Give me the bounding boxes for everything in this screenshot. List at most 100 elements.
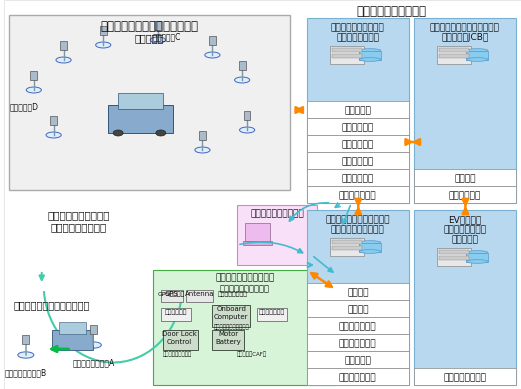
Text: オンボードコンピュータ: オンボードコンピュータ xyxy=(214,324,249,329)
Bar xyxy=(307,317,409,334)
Text: GPS: GPS xyxy=(165,291,179,297)
Text: Antenna: Antenna xyxy=(185,291,214,297)
Bar xyxy=(307,283,409,300)
Bar xyxy=(359,51,381,60)
Ellipse shape xyxy=(26,87,41,93)
Text: 急速充電器C: 急速充電器C xyxy=(153,32,181,41)
Bar xyxy=(161,308,191,321)
Ellipse shape xyxy=(359,250,381,253)
Bar xyxy=(245,223,270,241)
Text: 予約管理: 予約管理 xyxy=(347,288,368,297)
Ellipse shape xyxy=(466,260,488,263)
Bar xyxy=(22,335,29,344)
Text: 車載電話アンテナ: 車載電話アンテナ xyxy=(217,291,247,296)
Bar xyxy=(439,256,469,260)
Bar xyxy=(307,169,409,186)
Bar xyxy=(307,18,409,203)
Bar xyxy=(50,116,57,125)
Ellipse shape xyxy=(205,52,220,58)
Text: システム（JCB）: システム（JCB） xyxy=(441,33,489,42)
Bar xyxy=(439,54,469,58)
Ellipse shape xyxy=(359,58,381,61)
Ellipse shape xyxy=(240,127,255,133)
Ellipse shape xyxy=(466,251,488,254)
Bar xyxy=(199,131,206,140)
Text: 情報提供システム: 情報提供システム xyxy=(443,225,487,234)
Text: （元の場所に返却）: （元の場所に返却） xyxy=(51,222,107,232)
Bar xyxy=(161,290,183,302)
Bar xyxy=(332,54,362,58)
Text: 車両管理: 車両管理 xyxy=(347,305,368,314)
Ellipse shape xyxy=(359,241,381,244)
Bar xyxy=(332,246,362,250)
Text: 大阪充電インフラネットワーク: 大阪充電インフラネットワーク xyxy=(101,20,199,33)
Bar xyxy=(52,330,93,350)
Bar xyxy=(359,242,381,252)
Bar xyxy=(244,111,251,120)
Ellipse shape xyxy=(195,147,210,153)
Bar xyxy=(185,290,214,302)
Text: （オリックス自動車）: （オリックス自動車） xyxy=(331,225,384,234)
Text: 乗員情報（CAF）: 乗員情報（CAF） xyxy=(237,351,267,357)
Text: 駐車場管理: 駐車場管理 xyxy=(344,356,371,365)
Text: 貸出・返却管理: 貸出・返却管理 xyxy=(339,322,377,331)
Text: カードリーダー: カードリーダー xyxy=(259,309,285,315)
Bar xyxy=(163,330,197,350)
Text: キーボックス: キーボックス xyxy=(165,309,187,315)
Bar xyxy=(307,368,409,385)
Bar xyxy=(437,248,471,266)
Ellipse shape xyxy=(466,58,488,61)
Bar xyxy=(209,36,216,45)
Text: （大阪府）: （大阪府） xyxy=(135,33,164,43)
Text: Door Lock: Door Lock xyxy=(162,331,197,337)
Text: Motor: Motor xyxy=(218,331,238,337)
Ellipse shape xyxy=(56,57,71,63)
Bar xyxy=(437,46,471,64)
Text: 充電情報管理: 充電情報管理 xyxy=(342,140,374,149)
Bar xyxy=(100,26,107,35)
Text: データ連携機能: データ連携機能 xyxy=(339,373,377,382)
Bar xyxy=(414,18,516,203)
Bar xyxy=(414,169,516,186)
Ellipse shape xyxy=(234,77,250,83)
Ellipse shape xyxy=(466,49,488,52)
Bar xyxy=(153,270,337,385)
Bar xyxy=(414,210,516,385)
Bar xyxy=(307,152,409,169)
Bar xyxy=(154,21,161,30)
Text: 充電インフラシステム: 充電インフラシステム xyxy=(331,23,384,32)
Text: 会員管理: 会員管理 xyxy=(454,174,476,183)
Bar xyxy=(307,135,409,152)
Text: カーシェアリングシステム: カーシェアリングシステム xyxy=(326,215,390,224)
Bar xyxy=(108,105,172,133)
Text: ラウンドトリップ利用: ラウンドトリップ利用 xyxy=(47,210,110,220)
Text: Onboard: Onboard xyxy=(216,306,246,312)
Text: センターシステム連携: センターシステム連携 xyxy=(356,5,426,18)
Bar xyxy=(330,238,364,256)
Bar xyxy=(330,46,364,64)
Ellipse shape xyxy=(156,130,166,136)
Text: ワンウェイ管理: ワンウェイ管理 xyxy=(339,339,377,348)
Bar xyxy=(118,93,163,109)
Bar xyxy=(307,351,409,368)
Ellipse shape xyxy=(96,42,111,48)
Bar xyxy=(257,308,287,321)
Text: ワンウェイ利用（乗り捨て）: ワンウェイ利用（乗り捨て） xyxy=(14,300,90,310)
Text: 情報提供機能: 情報提供機能 xyxy=(342,157,374,166)
Bar xyxy=(307,334,409,351)
Text: 充電場所情報提供: 充電場所情報提供 xyxy=(443,373,487,382)
Text: 普通充電器D: 普通充電器D xyxy=(10,102,39,111)
Bar xyxy=(243,241,272,245)
Text: ポイント管理: ポイント管理 xyxy=(449,191,481,200)
Text: データ連携機能: データ連携機能 xyxy=(339,191,377,200)
Text: Control: Control xyxy=(167,339,192,345)
Bar xyxy=(466,51,488,60)
Text: カーシェアリング会員: カーシェアリング会員 xyxy=(250,209,304,218)
Bar xyxy=(307,118,409,135)
Text: エコ・アクション・ポイント: エコ・アクション・ポイント xyxy=(430,23,500,32)
Bar xyxy=(307,186,409,203)
Bar xyxy=(466,252,488,261)
Text: 利用者管理: 利用者管理 xyxy=(344,106,371,115)
Text: GPSアンテナ: GPSアンテナ xyxy=(158,291,185,296)
Ellipse shape xyxy=(359,49,381,52)
